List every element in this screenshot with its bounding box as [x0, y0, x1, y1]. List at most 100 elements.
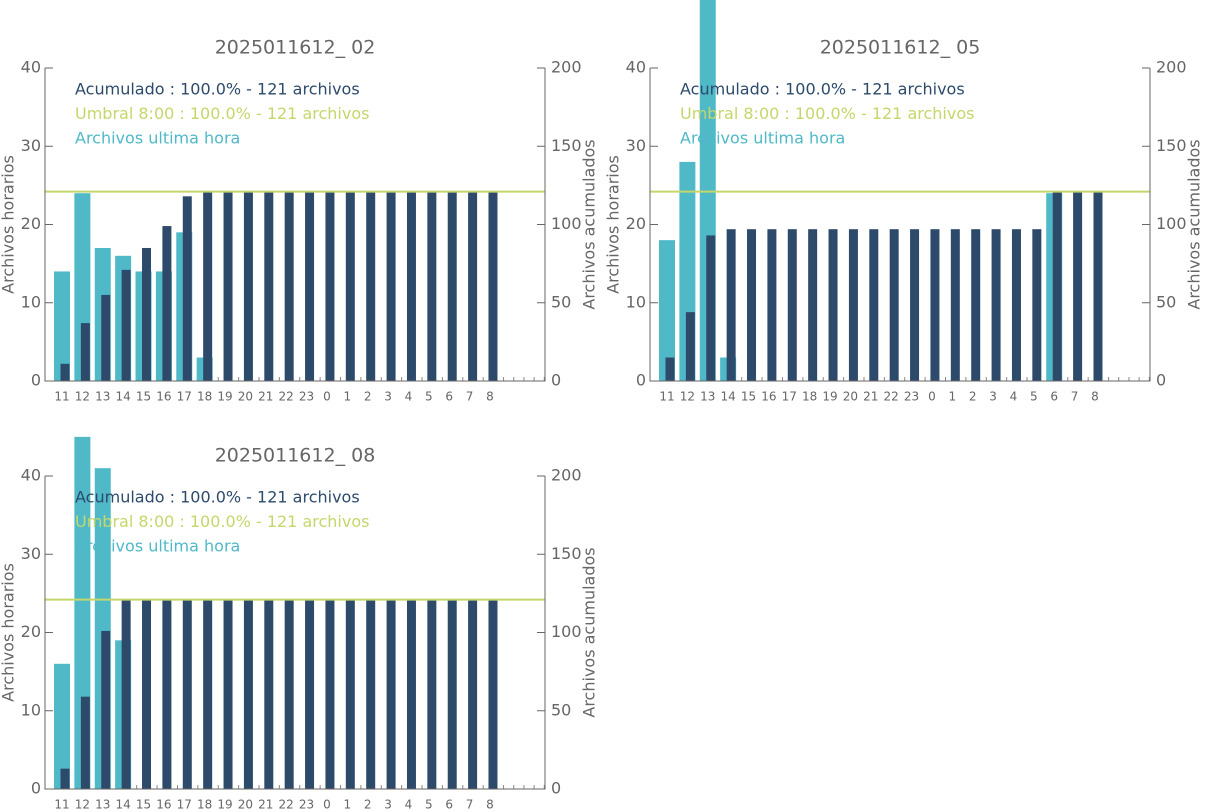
y-tick-label: 40 [21, 58, 41, 77]
x-tick-label: 23 [299, 390, 314, 404]
bar [223, 191, 233, 381]
y-tick-label: 30 [21, 544, 41, 563]
x-tick-label: 13 [700, 390, 715, 404]
x-tick-label: 3 [384, 390, 392, 404]
bar [659, 240, 675, 381]
y2-tick-label: 0 [1156, 371, 1166, 390]
bar [264, 191, 274, 381]
bar [1032, 229, 1042, 381]
y-tick-label: 10 [626, 292, 646, 311]
bar [427, 599, 437, 789]
bar [447, 191, 457, 381]
bar [264, 599, 274, 789]
y-tick-label: 40 [21, 466, 41, 485]
bar [1011, 229, 1021, 381]
bar [767, 229, 777, 381]
bar [305, 191, 315, 381]
x-tick-label: 20 [843, 390, 858, 404]
x-tick-label: 21 [258, 798, 273, 812]
x-tick-label: 14 [115, 390, 130, 404]
y2-tick-label: 0 [551, 371, 561, 390]
chart-panel: 2025011612_ 05 Archivos horarios Archivos … [604, 0, 1204, 404]
x-tick-label: 23 [904, 390, 919, 404]
bar [366, 191, 376, 381]
bar [447, 599, 457, 789]
x-tick-label: 1 [343, 798, 351, 812]
bar [162, 226, 172, 381]
x-tick-label: 20 [238, 798, 253, 812]
x-tick-label: 4 [405, 390, 413, 404]
y-tick-label: 20 [21, 214, 41, 233]
x-tick-label: 7 [466, 798, 474, 812]
bar [869, 229, 879, 381]
y-tick-label: 10 [21, 292, 41, 311]
bar [726, 229, 736, 381]
chart-title: 2025011612_ 05 [820, 37, 981, 59]
y2-tick-label: 50 [551, 700, 571, 719]
x-tick-label: 23 [299, 798, 314, 812]
y-tick-label: 0 [636, 371, 646, 390]
y2-axis-label: Archivos acumulados [580, 547, 599, 717]
x-tick-label: 19 [822, 390, 837, 404]
y2-tick-label: 150 [1156, 136, 1187, 155]
x-tick-label: 18 [197, 390, 212, 404]
x-tick-label: 16 [761, 390, 776, 404]
legend-entry: Acumulado : 100.0% - 121 archivos [680, 80, 965, 99]
bar [787, 229, 797, 381]
bar [468, 599, 478, 789]
bar [80, 323, 90, 381]
y-tick-label: 40 [626, 58, 646, 77]
y-axis-label: Archivos horarios [0, 563, 18, 702]
bar [406, 599, 416, 789]
x-tick-label: 18 [802, 390, 817, 404]
bar [60, 363, 70, 381]
x-tick-label: 15 [136, 390, 151, 404]
bar [243, 191, 253, 381]
bar [427, 191, 437, 381]
x-tick-label: 8 [486, 390, 494, 404]
x-tick-label: 3 [384, 798, 392, 812]
y2-tick-label: 100 [1156, 214, 1187, 233]
bar [386, 191, 396, 381]
x-tick-label: 8 [1091, 390, 1099, 404]
bar [60, 768, 70, 789]
bar [54, 271, 70, 381]
bar [305, 599, 315, 789]
y-tick-label: 30 [21, 136, 41, 155]
legend-entry: Umbral 8:00 : 100.0% - 121 archivos [75, 512, 369, 531]
bar [971, 229, 981, 381]
x-tick-label: 12 [75, 390, 90, 404]
x-tick-label: 12 [680, 390, 695, 404]
x-tick-label: 4 [1010, 390, 1018, 404]
axis-frame [44, 68, 546, 382]
bar [950, 229, 960, 381]
bar [101, 630, 111, 789]
y2-tick-label: 100 [551, 214, 582, 233]
x-tick-label: 14 [115, 798, 130, 812]
bar [182, 196, 192, 381]
bar [54, 663, 70, 789]
x-tick-label: 16 [156, 798, 171, 812]
bar [828, 229, 838, 381]
y-tick-label: 0 [31, 371, 41, 390]
x-tick-label: 7 [1071, 390, 1079, 404]
y2-tick-label: 200 [551, 466, 582, 485]
bar [930, 229, 940, 381]
bar [284, 599, 294, 789]
y2-axis-label: Archivos acumulados [580, 139, 599, 309]
bar [203, 191, 213, 381]
x-tick-label: 6 [1050, 390, 1058, 404]
bar [808, 229, 818, 381]
bar [386, 599, 396, 789]
y2-tick-label: 150 [551, 136, 582, 155]
bar [488, 599, 498, 789]
x-tick-label: 16 [156, 390, 171, 404]
bar [747, 229, 757, 381]
x-tick-label: 22 [884, 390, 899, 404]
x-tick-label: 22 [279, 390, 294, 404]
bar [345, 191, 355, 381]
x-tick-label: 12 [75, 798, 90, 812]
x-tick-label: 20 [238, 390, 253, 404]
x-tick-label: 22 [279, 798, 294, 812]
bar [706, 235, 716, 381]
